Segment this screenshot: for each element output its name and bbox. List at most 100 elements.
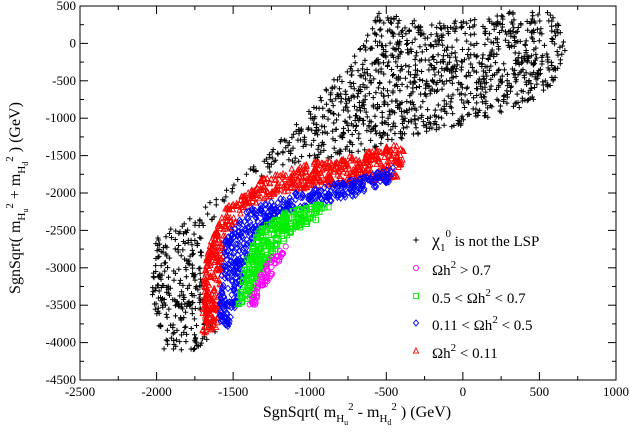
point-not-lsp: [377, 17, 383, 23]
point-not-lsp: [311, 137, 317, 143]
point-not-lsp: [431, 67, 437, 73]
point-omega-0.11-0.5: [235, 258, 243, 267]
point-not-lsp: [448, 99, 454, 105]
point-not-lsp: [496, 66, 502, 73]
point-not-lsp: [346, 148, 353, 154]
point-omega-0.11-0.5: [223, 255, 230, 264]
point-omega-gt-0.11: [203, 256, 211, 264]
point-not-lsp: [448, 105, 455, 111]
point-not-lsp: [193, 322, 200, 329]
point-not-lsp: [368, 119, 374, 125]
point-omega-0.11-0.5: [225, 233, 232, 241]
point-not-lsp: [529, 53, 535, 59]
point-not-lsp: [435, 69, 442, 75]
point-not-lsp: [338, 91, 344, 97]
point-omega-gt-0.11: [212, 248, 220, 256]
point-not-lsp: [412, 67, 419, 73]
point-not-lsp: [403, 41, 410, 47]
point-not-lsp: [426, 119, 432, 126]
point-omega-0.11-0.5: [388, 168, 395, 176]
point-not-lsp: [177, 280, 183, 286]
point-omega-gt-0.11: [203, 268, 211, 275]
point-not-lsp: [494, 21, 500, 27]
point-omega-0.11-0.5: [274, 208, 281, 216]
point-not-lsp: [549, 62, 555, 69]
point-not-lsp: [320, 114, 326, 120]
point-not-lsp: [389, 136, 395, 143]
point-not-lsp: [196, 266, 202, 272]
point-omega-0.11-0.5: [368, 175, 375, 183]
point-omega-0.5-0.7: [303, 204, 310, 212]
point-not-lsp: [176, 266, 182, 272]
point-omega-gt-0.11: [294, 176, 302, 184]
point-omega-0.11-0.5: [357, 185, 364, 194]
point-not-lsp: [458, 64, 465, 70]
point-not-lsp: [509, 43, 515, 49]
legend-item-omega-0.5-0.7: 0.5 < Ωh2 < 0.7: [412, 287, 526, 307]
point-not-lsp: [466, 46, 472, 53]
point-omega-0.11-0.5: [242, 250, 250, 259]
point-omega-0.11-0.5: [224, 284, 232, 293]
point-omega-gt-0.7: [272, 260, 279, 267]
point-not-lsp: [544, 51, 550, 57]
point-omega-0.11-0.5: [364, 176, 372, 184]
y-tick-label: -2000: [46, 185, 76, 200]
point-not-lsp: [175, 242, 182, 249]
point-not-lsp: [445, 31, 451, 37]
x-tick-label: -1500: [218, 384, 248, 399]
point-omega-0.11-0.5: [247, 221, 255, 230]
point-omega-gt-0.11: [376, 164, 384, 171]
point-omega-0.5-0.7: [297, 224, 304, 231]
point-omega-0.11-0.5: [220, 298, 227, 307]
point-omega-gt-0.11: [360, 159, 368, 167]
point-not-lsp: [536, 38, 542, 44]
point-not-lsp: [486, 18, 493, 24]
point-omega-gt-0.11: [288, 164, 296, 172]
point-omega-0.5-0.7: [239, 294, 246, 301]
point-not-lsp: [286, 157, 292, 163]
point-not-lsp: [518, 22, 524, 28]
point-not-lsp: [182, 228, 188, 235]
point-not-lsp: [328, 153, 334, 160]
point-not-lsp: [175, 249, 181, 255]
point-not-lsp: [516, 104, 522, 111]
point-omega-gt-0.11: [300, 176, 308, 184]
point-omega-gt-0.11: [279, 173, 287, 180]
point-not-lsp: [350, 80, 357, 87]
point-not-lsp: [195, 287, 201, 293]
point-omega-0.11-0.5: [250, 223, 257, 232]
point-omega-gt-0.11: [260, 186, 268, 193]
point-omega-0.11-0.5: [228, 252, 235, 261]
point-not-lsp: [485, 36, 491, 42]
point-omega-gt-0.11: [208, 325, 215, 333]
point-omega-0.11-0.5: [257, 207, 265, 215]
point-not-lsp: [366, 91, 372, 97]
point-not-lsp: [533, 45, 539, 51]
point-not-lsp: [406, 27, 412, 33]
point-omega-gt-0.11: [302, 168, 310, 175]
point-not-lsp: [509, 19, 515, 25]
point-omega-0.11-0.5: [240, 239, 247, 248]
legend-symbol-omega-gt-0.7: [412, 264, 420, 272]
point-not-lsp: [377, 18, 383, 24]
point-not-lsp: [325, 108, 331, 114]
point-not-lsp: [418, 104, 424, 110]
point-not-lsp: [296, 131, 302, 137]
point-not-lsp: [171, 329, 177, 336]
legend-marker-diamond: [412, 319, 420, 327]
point-not-lsp: [483, 89, 489, 95]
point-not-lsp: [454, 37, 460, 43]
point-omega-0.11-0.5: [247, 218, 254, 226]
point-not-lsp: [305, 126, 311, 132]
point-not-lsp: [497, 108, 503, 114]
point-not-lsp: [335, 92, 341, 98]
point-omega-0.5-0.7: [238, 299, 245, 306]
point-omega-gt-0.11: [252, 185, 260, 193]
point-omega-0.11-0.5: [325, 182, 333, 191]
point-not-lsp: [399, 27, 406, 34]
point-not-lsp: [286, 140, 292, 146]
point-not-lsp: [439, 115, 445, 121]
point-not-lsp: [523, 70, 529, 76]
point-omega-0.11-0.5: [223, 321, 231, 329]
point-not-lsp: [426, 67, 432, 73]
